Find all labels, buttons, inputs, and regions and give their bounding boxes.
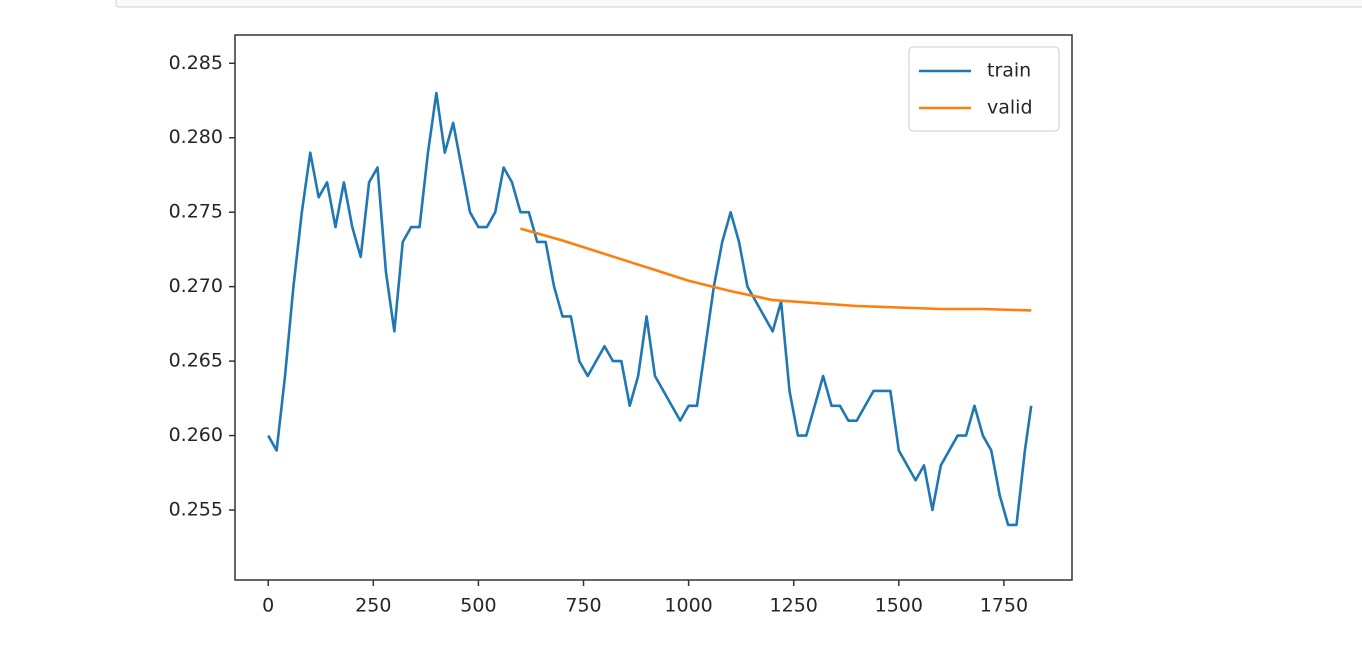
y-tick-label: 0.265 [169, 350, 223, 372]
y-tick-label: 0.285 [169, 52, 223, 74]
y-tick-label: 0.275 [169, 201, 223, 223]
y-tick-label: 0.260 [169, 424, 223, 446]
x-tick-label: 750 [565, 595, 601, 617]
x-tick-label: 1000 [664, 595, 712, 617]
legend-label: valid [987, 97, 1033, 119]
axes-frame [234, 34, 1073, 581]
plot: 0.255 0.260 0.265 0.270 0.275 0.280 0.285 0 250 5… [169, 34, 1073, 617]
y-tick-label: 0.270 [169, 275, 223, 297]
series-line [267, 91, 1033, 527]
x-tick-label: 0 [262, 595, 274, 617]
x-tick-label: 1750 [980, 595, 1028, 617]
legend: train valid [908, 46, 1060, 132]
legend-box [908, 46, 1060, 132]
x-tick-label: 1500 [875, 595, 923, 617]
legend-label: train [987, 60, 1031, 82]
y-tick-label: 0.255 [169, 499, 223, 521]
x-tick-label: 250 [355, 595, 391, 617]
cell-border [115, 0, 1362, 8]
series-line [520, 227, 1032, 312]
y-tick-label: 0.280 [169, 126, 223, 148]
x-tick-label: 500 [460, 595, 496, 617]
x-tick-label: 1250 [770, 595, 818, 617]
